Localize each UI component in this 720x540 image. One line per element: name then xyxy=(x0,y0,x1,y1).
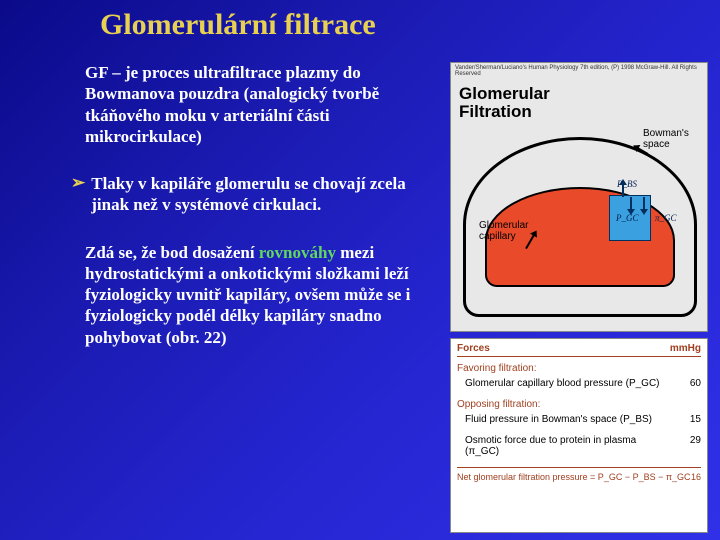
content-wrap: GF – je proces ultrafiltrace plazmy do B… xyxy=(0,62,720,533)
forces-section-favoring: Favoring filtration: xyxy=(457,363,701,374)
right-column: Vander/Sherman/Luciano's Human Physiolog… xyxy=(450,62,710,533)
forces-row-1: Glomerular capillary blood pressure (P_G… xyxy=(457,378,701,389)
slide: Glomerulární filtrace GF – je proces ult… xyxy=(0,0,720,540)
arrow-down-icon xyxy=(630,197,632,209)
forces-row-3: Osmotic force due to protein in plasma (… xyxy=(457,435,701,457)
label-pbs: P_BS xyxy=(617,179,637,189)
label-pigc: π_GC xyxy=(655,213,677,223)
arrow-down-icon xyxy=(643,197,645,209)
forces-header: Forces mmHg xyxy=(457,343,701,357)
p2-a: Zdá se, že xyxy=(85,243,161,262)
forces-row3-label: Osmotic force due to protein in plasma (… xyxy=(465,435,673,457)
slide-title: Glomerulární filtrace xyxy=(100,8,720,42)
forces-row2-value: 15 xyxy=(673,414,701,425)
p2-c: rovnováhy xyxy=(259,243,336,262)
diagram-title-l1: Glomerular xyxy=(459,84,550,103)
forces-net-row: Net glomerular filtration pressure = P_G… xyxy=(457,472,701,482)
bullet-1: ➢ Tlaky v kapiláře glomerulu se chovají … xyxy=(71,173,440,216)
label-bowmans-space: Bowman's space xyxy=(643,129,705,150)
chevron-icon: ➢ xyxy=(71,173,85,193)
forces-row3-value: 29 xyxy=(673,435,701,457)
forces-net-value: 16 xyxy=(691,472,701,482)
paragraph-1: GF – je proces ultrafiltrace plazmy do B… xyxy=(85,62,440,147)
glomerular-diagram: Vander/Sherman/Luciano's Human Physiolog… xyxy=(450,62,708,332)
text-column: GF – je proces ultrafiltrace plazmy do B… xyxy=(0,62,440,533)
forces-row1-label: Glomerular capillary blood pressure (P_G… xyxy=(465,378,673,389)
forces-row1-value: 60 xyxy=(673,378,701,389)
forces-divider xyxy=(457,467,701,468)
diagram-title-l2: Filtration xyxy=(459,102,532,121)
diagram-title: Glomerular Filtration xyxy=(459,85,550,121)
forces-section-opposing: Opposing filtration: xyxy=(457,399,701,410)
label-pgc: P_GC xyxy=(616,213,639,223)
forces-row-2: Fluid pressure in Bowman's space (P_BS) … xyxy=(457,414,701,425)
bullet-1-text: Tlaky v kapiláře glomerulu se chovají zc… xyxy=(91,173,440,216)
forces-net-label: Net glomerular filtration pressure = P_G… xyxy=(457,472,691,482)
forces-table: Forces mmHg Favoring filtration: Glomeru… xyxy=(450,338,708,533)
forces-head-left: Forces xyxy=(457,343,490,354)
forces-row2-label: Fluid pressure in Bowman's space (P_BS) xyxy=(465,414,673,425)
p2-b: bod dosažení xyxy=(161,243,259,262)
forces-head-right: mmHg xyxy=(670,343,701,354)
diagram-credit: Vander/Sherman/Luciano's Human Physiolog… xyxy=(455,65,703,77)
paragraph-2: Zdá se, že bod dosažení rovnováhy mezi h… xyxy=(85,242,440,348)
